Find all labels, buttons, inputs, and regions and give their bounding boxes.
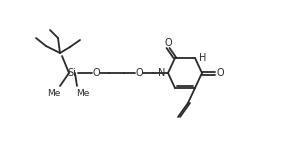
Text: H: H bbox=[199, 53, 207, 63]
Text: O: O bbox=[135, 68, 143, 78]
Text: Me: Me bbox=[76, 88, 90, 98]
Text: Me: Me bbox=[47, 88, 61, 98]
Text: N: N bbox=[158, 68, 165, 78]
Text: O: O bbox=[216, 68, 224, 78]
Text: O: O bbox=[92, 68, 100, 78]
Text: O: O bbox=[164, 38, 172, 48]
Text: Si: Si bbox=[67, 68, 76, 78]
